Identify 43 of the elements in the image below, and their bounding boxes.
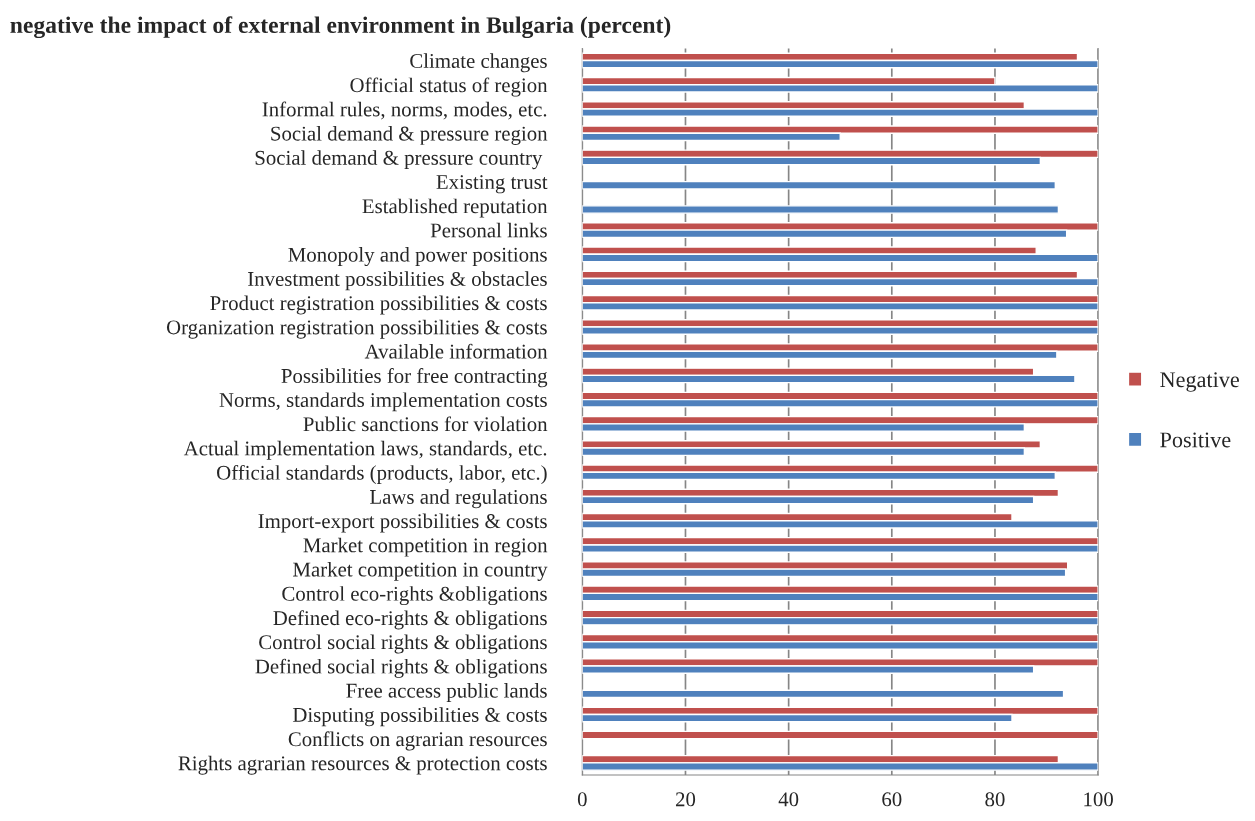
- y-tick-label: Climate changes: [410, 53, 547, 73]
- bar: [582, 730, 1099, 740]
- bar: [582, 205, 1060, 214]
- x-tick-label: 0: [577, 792, 587, 807]
- x-tick-label: 60: [882, 792, 902, 807]
- y-tick-label: Market competition in region: [303, 537, 548, 557]
- y-tick-label: Market competition in country: [293, 561, 548, 581]
- y-tick-label: Social demand & pressure country: [255, 150, 543, 170]
- y-tick-label: Laws and regulations: [370, 489, 547, 509]
- y-tick-label: Control social rights & obligations: [259, 634, 547, 654]
- y-tick-label: Social demand & pressure region: [271, 125, 548, 145]
- y-tick-label: Import-export possibilities & costs: [258, 513, 547, 533]
- y-tick-label: Official standards (products, labor, etc.): [217, 464, 547, 485]
- y-tick-label: Disputing possibilities & costs: [292, 707, 547, 727]
- y-tick-label: Organization registration possibilities & costs: [166, 319, 547, 339]
- x-tick-label: 80: [985, 792, 1005, 807]
- y-tick-label: Established reputation: [362, 198, 548, 218]
- bar: [582, 689, 1065, 699]
- y-tick-label: Informal rules, norms, modes, etc.: [262, 101, 547, 120]
- y-tick-label: Defined eco-rights & obligations: [273, 610, 547, 630]
- y-tick-label: Defined social rights & obligations: [255, 658, 547, 678]
- y-tick-label: Investment possibilities & obstacles: [248, 271, 547, 291]
- y-tick-label: Norms, standards implementation costs: [219, 392, 547, 412]
- y-tick-label: Possibilities for free contracting: [281, 368, 548, 388]
- y-tick-label: Monopoly and power positions: [288, 247, 547, 267]
- y-tick-label: Available information: [364, 343, 548, 359]
- y-tick-label: Conflicts on agrarian resources: [288, 731, 547, 751]
- text: negative the impact of external environment in Bulgaria (percent): [10, 16, 671, 39]
- y-tick-label: Product registration possibilities & costs: [210, 295, 547, 315]
- x-tick-label: 40: [778, 792, 799, 807]
- y-tick-label: Public sanctions for violation: [303, 416, 548, 432]
- y-tick-label: Actual implementation laws, standards, etc.: [183, 440, 547, 460]
- legend-label: Positive: [1160, 432, 1231, 448]
- legend-label: Negative: [1160, 372, 1239, 392]
- x-tick-label: 100: [1084, 792, 1113, 807]
- y-tick-label: Control eco-rights &obligations: [282, 586, 547, 606]
- x-tick-label: 20: [675, 792, 696, 807]
- y-tick-label: Free access public lands: [346, 683, 547, 702]
- y-tick-label: Rights agrarian resources & protection costs: [178, 755, 547, 775]
- bar: [582, 180, 1057, 190]
- y-tick-label: Existing trust: [436, 175, 548, 194]
- y-tick-label: Personal links: [430, 222, 547, 238]
- y-tick-label: Official status of region: [350, 77, 548, 97]
